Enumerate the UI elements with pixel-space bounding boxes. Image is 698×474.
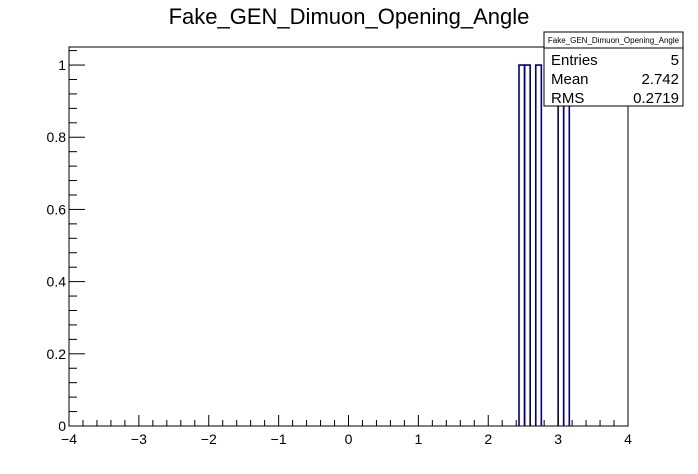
stats-value: 0.2719 xyxy=(633,90,679,107)
y-tick-label: 0.4 xyxy=(47,274,67,290)
stats-value: 5 xyxy=(671,52,679,69)
x-tick-label: 3 xyxy=(554,431,562,447)
stats-label: RMS xyxy=(551,90,584,107)
y-axis: 0 0.2 0.4 0.6 0.8 1 xyxy=(47,50,85,434)
x-tick-label: 4 xyxy=(624,431,632,447)
histogram-bar xyxy=(534,64,543,426)
histogram-bar xyxy=(518,64,526,426)
x-tick-label: −4 xyxy=(61,431,77,447)
stats-box-title: Fake_GEN_Dimuon_Opening_Angle xyxy=(548,36,680,45)
chart-title: Fake_GEN_Dimuon_Opening_Angle xyxy=(169,4,530,29)
x-tick-label: −3 xyxy=(131,431,147,447)
stats-box-frame xyxy=(543,31,684,107)
x-tick-label: 1 xyxy=(414,431,422,447)
x-tick-label: 2 xyxy=(484,431,492,447)
stats-label: Mean xyxy=(551,71,589,88)
histogram-bar xyxy=(562,64,571,426)
x-tick-label: 0 xyxy=(345,431,353,447)
stats-label: Entries xyxy=(551,52,598,69)
y-tick-label: 1 xyxy=(58,57,66,73)
stats-box-rows: Entries 5 Mean 2.742 RMS 0.2719 xyxy=(551,52,679,107)
y-tick-label: 0.6 xyxy=(47,201,67,217)
y-tick-label: 0 xyxy=(58,418,66,434)
histogram-bar xyxy=(557,64,565,426)
x-tick-label: −2 xyxy=(201,431,217,447)
y-tick-label: 0.8 xyxy=(47,129,67,145)
x-tick-label: −1 xyxy=(271,431,287,447)
stats-value: 2.742 xyxy=(641,71,679,88)
x-axis: −4 −3 −2 −1 0 1 2 3 4 xyxy=(61,415,632,447)
histogram-bar xyxy=(523,64,531,426)
y-tick-label: 0.2 xyxy=(47,346,67,362)
histogram-bars xyxy=(518,64,571,426)
stats-box: Fake_GEN_Dimuon_Opening_Angle Entries 5 Me… xyxy=(543,31,684,107)
